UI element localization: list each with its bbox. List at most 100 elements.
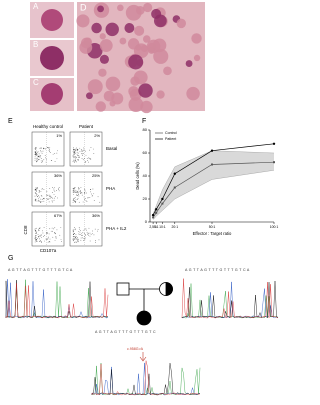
cell: [95, 101, 107, 112]
event: [48, 201, 50, 203]
event: [72, 161, 74, 163]
cell: [119, 37, 127, 45]
event: [37, 195, 39, 196]
event: [39, 228, 41, 229]
event: [76, 241, 78, 243]
event: [46, 239, 47, 240]
event: [59, 234, 61, 236]
event: [90, 191, 92, 193]
event: [35, 187, 37, 189]
event: [76, 191, 78, 193]
event: [86, 158, 88, 159]
event: [83, 149, 85, 151]
event: [88, 234, 89, 236]
event: [36, 188, 38, 190]
event: [81, 233, 82, 235]
event: [57, 150, 58, 152]
cell: [156, 90, 165, 99]
event: [80, 237, 82, 239]
event: [35, 232, 36, 234]
event: [73, 148, 75, 150]
cell: [98, 68, 107, 77]
event: [74, 161, 75, 163]
event: [90, 189, 91, 190]
y-tick-label: 80: [143, 127, 148, 132]
trace: [181, 280, 279, 319]
range-line: [152, 170, 275, 220]
event: [77, 239, 79, 241]
event: [89, 235, 91, 237]
event: [86, 201, 88, 202]
event: [36, 241, 37, 242]
event: [74, 200, 75, 202]
event: [82, 237, 83, 239]
event: [36, 194, 37, 196]
event: [38, 155, 39, 157]
cell: [142, 35, 151, 43]
cell: [125, 4, 142, 21]
cell: [91, 22, 102, 34]
event: [44, 240, 45, 242]
trace: [5, 283, 109, 319]
column-header: Healthy control: [33, 124, 63, 129]
event: [43, 147, 44, 149]
event: [76, 157, 78, 158]
event: [92, 195, 93, 197]
sequence: A G T T A G T T T G T T T G T C: [95, 330, 156, 334]
range-line: [152, 150, 275, 215]
event: [78, 152, 79, 154]
event: [77, 199, 78, 200]
event: [37, 238, 38, 239]
event: [42, 198, 44, 199]
event: [54, 232, 55, 233]
event: [34, 236, 36, 237]
event: [72, 229, 74, 231]
event: [50, 195, 52, 197]
event: [76, 238, 78, 240]
event: [40, 235, 41, 237]
event: [80, 149, 82, 150]
event: [73, 157, 75, 159]
event: [39, 156, 40, 158]
event: [36, 157, 38, 159]
event: [85, 154, 87, 156]
event: [87, 197, 89, 199]
event: [80, 230, 81, 231]
event: [75, 157, 77, 159]
event: [79, 228, 80, 230]
event: [35, 147, 36, 149]
panel-label: C: [33, 78, 39, 87]
event: [40, 155, 42, 157]
event: [50, 230, 52, 232]
event: [48, 194, 50, 196]
event: [41, 241, 42, 242]
event: [79, 157, 80, 159]
point: [210, 149, 214, 152]
x-tick-label: 5:1: [154, 225, 159, 229]
cell: [191, 33, 202, 44]
event: [73, 230, 74, 232]
event: [48, 150, 50, 151]
event: [41, 188, 43, 190]
pedigree: [116, 282, 173, 326]
event: [39, 227, 41, 229]
event: [83, 153, 84, 155]
point: [211, 163, 213, 166]
point: [161, 202, 164, 205]
event: [35, 193, 36, 194]
panel-label: F: [142, 118, 146, 125]
event: [36, 196, 38, 198]
event: [54, 191, 56, 193]
cell: [117, 4, 124, 12]
event: [82, 232, 84, 234]
event: [40, 150, 41, 152]
event: [90, 159, 92, 160]
y-tick-label: 60: [143, 150, 148, 155]
event: [58, 186, 60, 188]
event: [77, 150, 79, 152]
event: [84, 237, 86, 239]
event: [78, 227, 80, 228]
event: [93, 153, 95, 154]
event: [34, 241, 36, 243]
event: [51, 227, 53, 229]
